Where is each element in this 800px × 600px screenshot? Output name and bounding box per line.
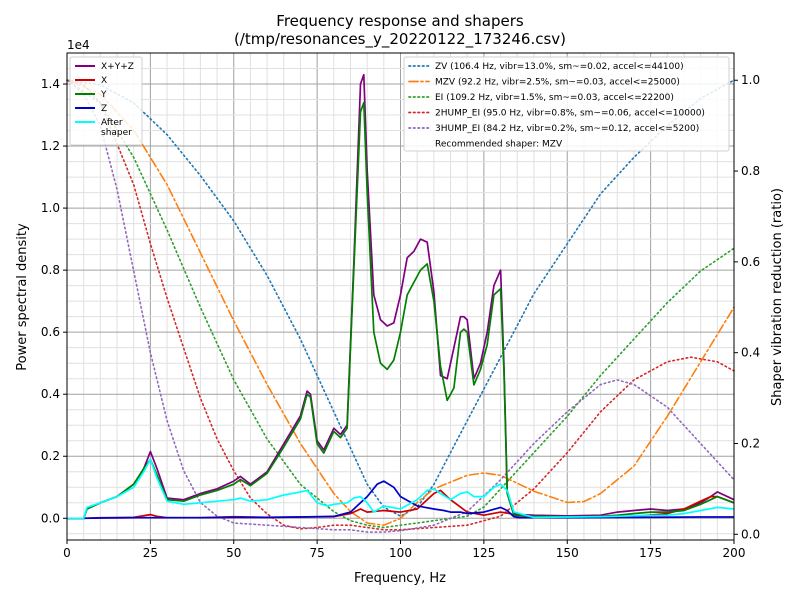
legend-psd-label: X+Y+Z — [101, 62, 134, 72]
y-tick-label: 0.0 — [41, 511, 60, 525]
psd-line-0 — [67, 73, 735, 520]
y2-tick-label: 0.0 — [741, 527, 760, 541]
y2-tick-label: 0.6 — [741, 255, 760, 269]
legend-psd-label-line: X — [101, 76, 107, 86]
y2-axis-label: Shaper vibration reduction (ratio) — [770, 188, 785, 406]
chart-title: Frequency response and shapers — [276, 12, 524, 30]
shaper-curves — [66, 79, 735, 533]
y-tick-label: 0.6 — [41, 325, 60, 339]
legend-shapers-box — [403, 56, 730, 152]
y-tick-label: 0.4 — [41, 387, 60, 401]
legend-psd: X+Y+Z XYZ After shaper — [69, 56, 143, 146]
x-tick-label: 100 — [389, 546, 412, 560]
x-tick-label: 0 — [63, 546, 71, 560]
y-tick-label: 1.0 — [41, 201, 60, 215]
shaper-line-3 — [66, 79, 735, 531]
y2-tick-label: 0.4 — [741, 346, 760, 360]
legend-psd-label: Z — [101, 104, 107, 114]
shaper-line-0 — [66, 79, 735, 518]
legend-shaper-label: 2HUMP_EI (95.0 Hz, vibr=0.8%, sm~=0.06, … — [435, 109, 705, 119]
x-tick-label: 200 — [723, 546, 746, 560]
y-tick-label: 1.4 — [41, 77, 60, 91]
shaper-line-4 — [66, 79, 735, 533]
x-tick-label: 25 — [143, 546, 158, 560]
psd-line-2 — [67, 101, 735, 520]
shaper-line-1 — [66, 79, 735, 527]
chart-subtitle: (/tmp/resonances_y_20220122_173246.csv) — [234, 30, 566, 49]
legend-psd-label: After shaper — [101, 118, 132, 138]
legend-shaper-label: MZV (92.2 Hz, vibr=2.5%, sm~=0.03, accel… — [435, 78, 680, 88]
x-tick-label: 75 — [309, 546, 324, 560]
legend-psd-label: X — [101, 76, 107, 86]
x-tick-label: 50 — [226, 546, 241, 560]
legend-psd-label: Y — [100, 90, 107, 100]
psd-line-3 — [67, 480, 734, 520]
legend-psd-label-line: Y — [100, 90, 107, 100]
y-axis-ticks: 0.0 0.2 0.4 0.6 0.8 1.0 1.2 1.4 — [41, 77, 67, 525]
legend-shaper-label: EI (109.2 Hz, vibr=1.5%, sm~=0.03, accel… — [435, 93, 674, 103]
x-axis-label: Frequency, Hz — [354, 571, 446, 586]
y2-tick-label: 0.2 — [741, 437, 760, 451]
legend-psd-label-line: After — [101, 118, 123, 128]
psd-curves — [67, 73, 735, 520]
legend-shapers: ZV (106.4 Hz, vibr=13.0%, sm~=0.02, acce… — [403, 56, 730, 152]
psd-line-4 — [67, 458, 735, 520]
legend-recommended-shaper: Recommended shaper: MZV — [435, 140, 563, 150]
y2-axis-ticks: 0.0 0.2 0.4 0.6 0.8 1.0 — [734, 73, 760, 541]
legend-shaper-label: ZV (106.4 Hz, vibr=13.0%, sm~=0.02, acce… — [435, 62, 684, 72]
y-axis-label: Power spectral density — [15, 223, 30, 371]
y-tick-label: 1.2 — [41, 139, 60, 153]
shaper-line-2 — [66, 79, 735, 529]
legend-psd-label-line: shaper — [101, 128, 132, 138]
legend-psd-label-line: Z — [101, 104, 107, 114]
y-tick-label: 0.8 — [41, 263, 60, 277]
legend-psd-label-line: X+Y+Z — [101, 62, 134, 72]
y-exponent-label: 1e4 — [67, 38, 90, 52]
legend-shaper-label: 3HUMP_EI (84.2 Hz, vibr=0.2%, sm~=0.12, … — [435, 124, 699, 134]
y2-tick-label: 0.8 — [741, 164, 760, 178]
x-tick-label: 175 — [639, 546, 662, 560]
x-tick-label: 125 — [472, 546, 495, 560]
y2-tick-label: 1.0 — [741, 73, 760, 87]
x-axis-ticks: 0 25 50 75 100 125 150 175 200 — [63, 540, 745, 560]
x-tick-label: 150 — [556, 546, 579, 560]
y-tick-label: 0.2 — [41, 449, 60, 463]
